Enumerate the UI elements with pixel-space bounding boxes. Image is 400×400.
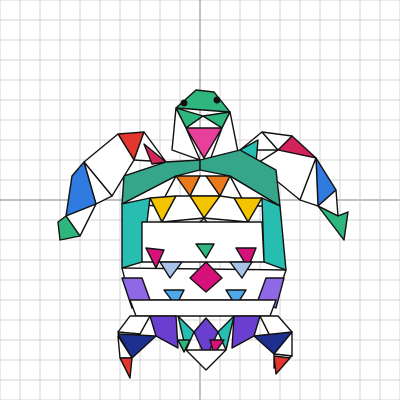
- head-center-triangle: [185, 127, 223, 159]
- shell-bottom-green: [177, 339, 191, 353]
- rr-red-tip: [273, 355, 291, 375]
- turtle-shell: [121, 149, 287, 359]
- lf-white-top: [133, 131, 167, 163]
- turtle-head: [171, 89, 239, 161]
- left-eye: [180, 99, 188, 107]
- shell-magenta-right: [235, 247, 257, 269]
- shell-magenta-center: [189, 261, 223, 293]
- tail-white: [185, 349, 227, 371]
- right-eye: [213, 96, 221, 104]
- shell-white-row3: [141, 221, 265, 263]
- shell-green-center: [195, 243, 215, 259]
- shell-light-blue-5: [229, 261, 253, 279]
- shell-bottom-white: [129, 299, 277, 317]
- rf-white-lower: [299, 157, 319, 207]
- shell-blue-right: [225, 289, 247, 307]
- shell-blue-left: [163, 289, 185, 307]
- turtle-tail: [185, 349, 227, 371]
- lf-crimson-triangle: [143, 143, 167, 165]
- rf-white-band: [261, 131, 293, 151]
- shell-magenta-left: [145, 247, 165, 269]
- left-front-flipper: [57, 131, 167, 241]
- right-rear-flipper: [253, 315, 293, 375]
- left-rear-flipper: [117, 315, 157, 379]
- shell-white-row2-b: [203, 195, 249, 223]
- right-front-flipper: [239, 131, 349, 241]
- rf-green-tip: [317, 205, 349, 241]
- lr-red-tip: [119, 357, 133, 379]
- shell-white-row2-a: [161, 195, 205, 223]
- shell-bottom-purple-left: [149, 315, 179, 349]
- lf-green-tip: [57, 215, 81, 241]
- head-top-triangle: [175, 89, 231, 113]
- shell-light-blue-4: [159, 261, 183, 279]
